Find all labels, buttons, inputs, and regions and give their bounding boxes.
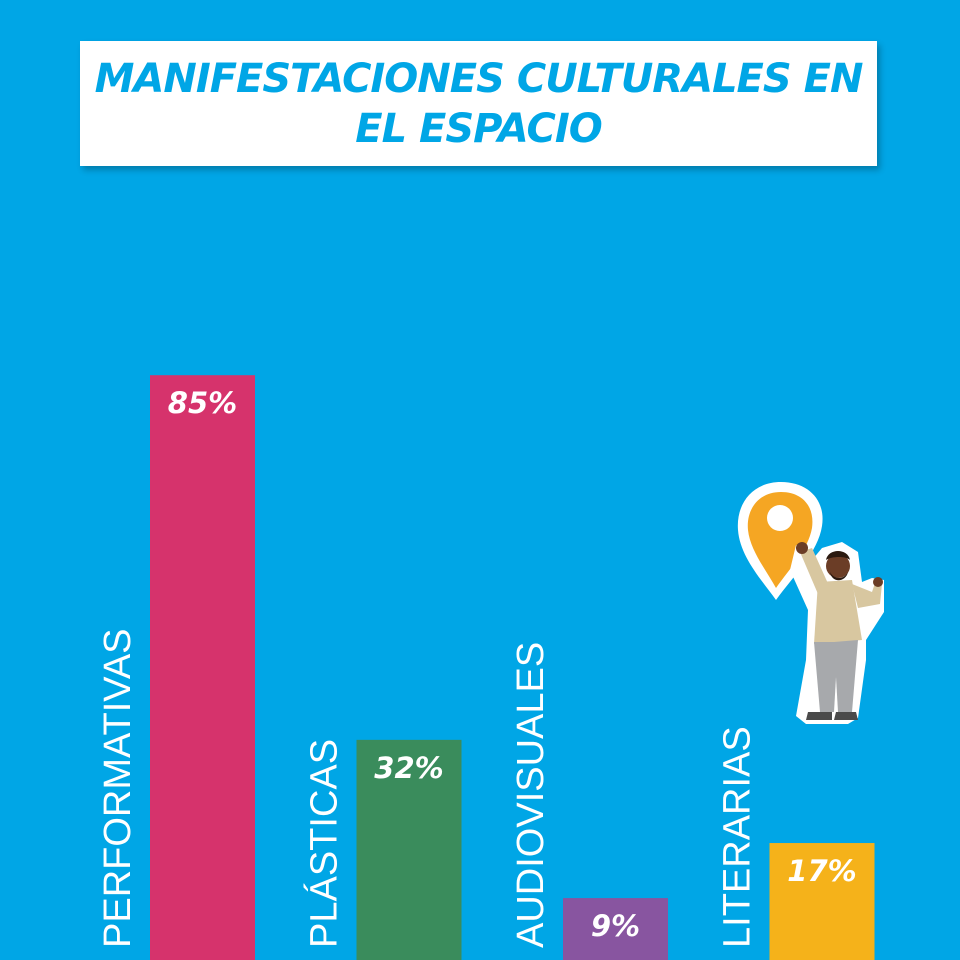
category-label-plasticas: PLÁSTICAS <box>303 739 346 948</box>
chart-title-line-2: EL ESPACIO <box>355 105 602 152</box>
bar-plasticas <box>356 739 462 960</box>
bar-performativas <box>150 375 255 960</box>
bar-value-label-literarias: 17% <box>787 854 856 888</box>
person-illustration <box>737 482 884 724</box>
bar-value-label-performativas: 85% <box>168 386 237 420</box>
bar-value-label-plasticas: 32% <box>374 751 443 785</box>
bar-value-label-audiovisuales: 9% <box>591 909 640 943</box>
location-pin-icon <box>747 492 813 588</box>
title-box: MANIFESTACIONES CULTURALES EN EL ESPACIO <box>80 41 877 166</box>
bar-audiovisuales <box>563 898 668 960</box>
chart-title-line-1: MANIFESTACIONES CULTURALES EN <box>94 55 864 102</box>
bar-literarias <box>769 843 875 960</box>
category-label-performativas: PERFORMATIVAS <box>97 628 139 948</box>
category-label-audiovisuales: AUDIOVISUALES <box>510 642 552 948</box>
category-label-literarias: LITERARIAS <box>717 726 759 948</box>
